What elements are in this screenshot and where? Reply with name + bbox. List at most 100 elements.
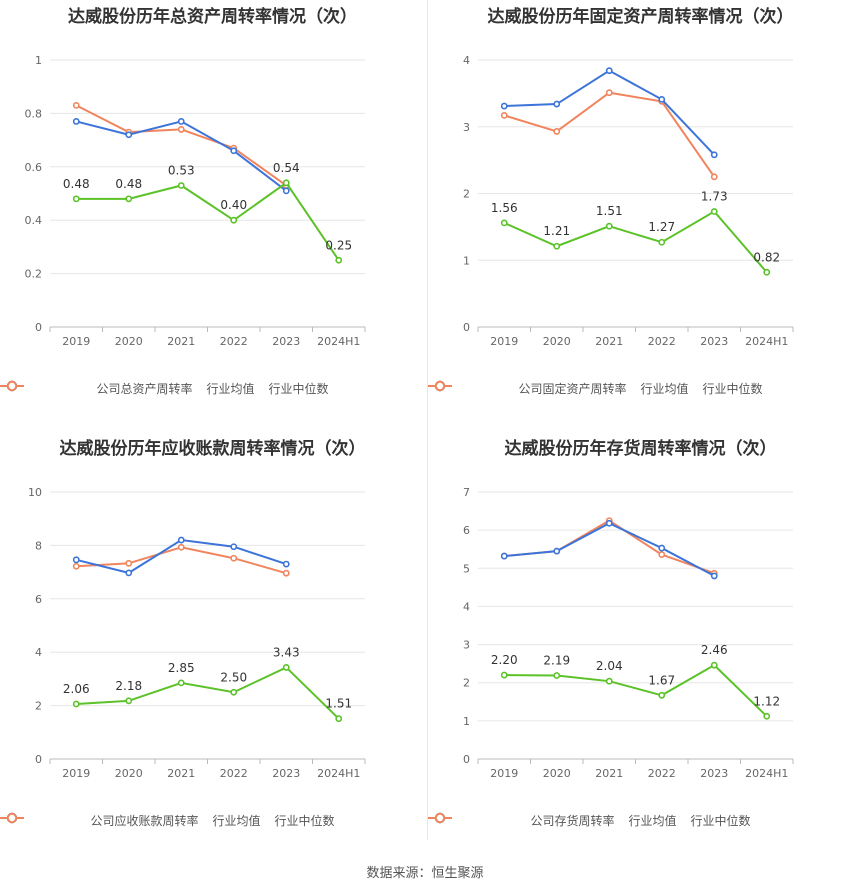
legend-marker-icon bbox=[0, 812, 24, 824]
data-label: 1.56 bbox=[491, 201, 518, 215]
legend-item[interactable]: 行业均值 bbox=[428, 812, 677, 829]
data-point[interactable] bbox=[282, 187, 290, 195]
legend-item[interactable]: 公司总资产周转率 bbox=[0, 380, 192, 397]
data-point[interactable] bbox=[658, 95, 666, 103]
legend-item[interactable]: 行业中位数 bbox=[0, 812, 335, 829]
data-point[interactable] bbox=[710, 208, 718, 215]
data-label: 0.48 bbox=[63, 177, 90, 191]
data-point[interactable] bbox=[282, 179, 290, 187]
data-point[interactable] bbox=[72, 562, 80, 570]
data-point[interactable] bbox=[500, 102, 508, 110]
y-tick-label: 3 bbox=[463, 121, 470, 134]
series-line-company bbox=[76, 666, 340, 720]
data-point[interactable] bbox=[125, 559, 133, 567]
data-point[interactable] bbox=[282, 664, 290, 671]
y-tick-label: 0.6 bbox=[25, 161, 43, 174]
chart-legend: 公司存货周转率 行业均值 行业中位数 bbox=[428, 812, 850, 829]
legend-item[interactable]: 行业均值 bbox=[428, 380, 689, 397]
data-point[interactable] bbox=[177, 536, 185, 544]
data-point[interactable] bbox=[658, 551, 666, 558]
data-point[interactable] bbox=[500, 552, 508, 560]
x-tick-label: 2019 bbox=[62, 335, 90, 348]
data-point[interactable] bbox=[553, 672, 561, 679]
y-tick-label: 0 bbox=[35, 753, 42, 766]
data-point[interactable] bbox=[763, 712, 771, 720]
data-point[interactable] bbox=[763, 268, 771, 276]
chart-svg: 0 0.2 0.4 0.6 0.8 1 2019 2020 2021 2022 2023 2024H1… bbox=[25, 54, 366, 348]
data-point[interactable] bbox=[125, 195, 133, 203]
x-tick-label: 2021 bbox=[595, 767, 623, 780]
data-point[interactable] bbox=[710, 572, 718, 580]
data-point[interactable] bbox=[658, 544, 666, 552]
data-point[interactable] bbox=[553, 547, 561, 555]
chart-panel-2: 达威股份历年固定资产周转率情况（次） 0 1 2 3 4 2019 2020 2021 2022 2… bbox=[428, 0, 850, 430]
data-point[interactable] bbox=[230, 688, 238, 696]
legend-item[interactable]: 行业中位数 bbox=[428, 812, 751, 829]
data-point[interactable] bbox=[282, 569, 290, 577]
legend-label: 行业中位数 bbox=[274, 814, 335, 828]
legend-item[interactable]: 行业中位数 bbox=[428, 380, 763, 397]
data-point[interactable] bbox=[125, 131, 133, 139]
legend-label: 公司存货周转率 bbox=[530, 814, 615, 828]
legend-item[interactable]: 行业均值 bbox=[0, 812, 261, 829]
data-point[interactable] bbox=[605, 222, 613, 230]
data-point[interactable] bbox=[710, 661, 718, 669]
legend-label: 行业中位数 bbox=[702, 382, 763, 396]
data-point[interactable] bbox=[658, 691, 666, 699]
y-tick-label: 6 bbox=[35, 593, 42, 606]
legend-item[interactable]: 公司固定资产周转率 bbox=[428, 380, 626, 397]
data-point[interactable] bbox=[72, 101, 80, 109]
data-label: 2.04 bbox=[596, 659, 623, 673]
data-label: 2.46 bbox=[701, 643, 728, 657]
data-point[interactable] bbox=[177, 679, 185, 687]
data-point[interactable] bbox=[500, 112, 508, 119]
y-tick-label: 1 bbox=[463, 715, 470, 728]
data-point[interactable] bbox=[553, 100, 561, 108]
data-label: 1.27 bbox=[648, 220, 675, 234]
y-tick-label: 5 bbox=[463, 562, 470, 575]
legend-marker-icon bbox=[428, 812, 452, 824]
x-tick-label: 2022 bbox=[648, 335, 676, 348]
y-tick-label: 4 bbox=[463, 600, 470, 613]
data-point[interactable] bbox=[72, 118, 80, 125]
legend-item[interactable]: 公司应收账款周转率 bbox=[0, 812, 198, 829]
data-point[interactable] bbox=[72, 556, 80, 564]
x-tick-label: 2020 bbox=[115, 767, 143, 780]
data-point[interactable] bbox=[230, 147, 238, 155]
data-point[interactable] bbox=[72, 700, 80, 708]
data-point[interactable] bbox=[605, 677, 613, 685]
legend-item[interactable]: 公司存货周转率 bbox=[428, 812, 615, 829]
chart-legend: 公司固定资产周转率 行业均值 行业中位数 bbox=[428, 380, 850, 397]
data-point[interactable] bbox=[230, 543, 238, 551]
data-point[interactable] bbox=[230, 216, 238, 224]
y-tick-label: 1 bbox=[463, 254, 470, 267]
data-point[interactable] bbox=[710, 151, 718, 159]
data-point[interactable] bbox=[710, 173, 718, 181]
y-tick-label: 3 bbox=[463, 639, 470, 652]
data-point[interactable] bbox=[282, 560, 290, 568]
data-point[interactable] bbox=[553, 242, 561, 250]
data-point[interactable] bbox=[230, 554, 238, 562]
data-point[interactable] bbox=[500, 671, 508, 679]
data-point[interactable] bbox=[553, 128, 561, 135]
chart-svg: 0 1 2 3 4 5 6 7 2019 2020 2021 2022 2023 2024H1 2.20 2.… bbox=[463, 486, 794, 780]
data-point[interactable] bbox=[125, 569, 133, 577]
data-point[interactable] bbox=[335, 715, 343, 723]
data-point[interactable] bbox=[605, 519, 613, 527]
data-point[interactable] bbox=[177, 118, 185, 125]
y-tick-label: 6 bbox=[463, 524, 470, 537]
source-prefix: 数据来源： bbox=[366, 866, 432, 881]
data-point[interactable] bbox=[177, 543, 185, 551]
data-point[interactable] bbox=[500, 219, 508, 227]
data-point[interactable] bbox=[335, 256, 343, 264]
data-point[interactable] bbox=[605, 67, 613, 75]
legend-item[interactable]: 行业均值 bbox=[0, 380, 255, 397]
data-point[interactable] bbox=[177, 182, 185, 189]
data-point[interactable] bbox=[605, 89, 613, 97]
legend-label: 行业均值 bbox=[628, 814, 677, 828]
data-point[interactable] bbox=[72, 195, 80, 203]
data-point[interactable] bbox=[177, 126, 185, 133]
data-point[interactable] bbox=[658, 238, 666, 246]
data-point[interactable] bbox=[125, 697, 133, 705]
legend-item[interactable]: 行业中位数 bbox=[0, 380, 329, 397]
